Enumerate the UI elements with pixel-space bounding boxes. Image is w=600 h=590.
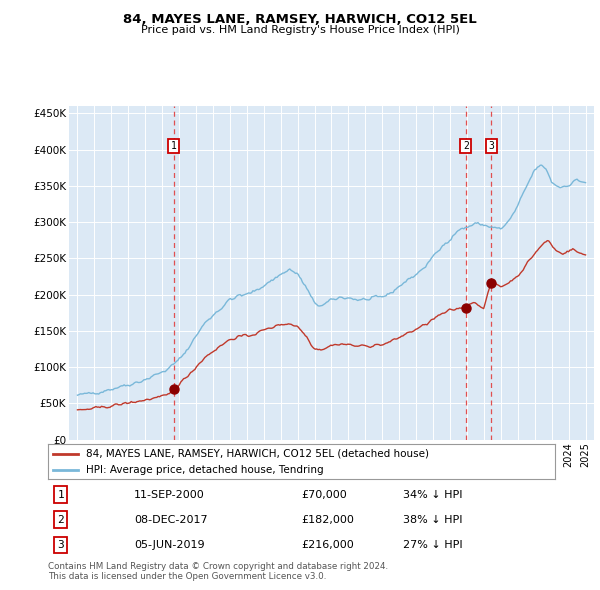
Text: 2: 2 bbox=[463, 141, 469, 151]
Text: 84, MAYES LANE, RAMSEY, HARWICH, CO12 5EL (detached house): 84, MAYES LANE, RAMSEY, HARWICH, CO12 5E… bbox=[86, 448, 429, 458]
Text: 38% ↓ HPI: 38% ↓ HPI bbox=[403, 515, 463, 525]
Text: 34% ↓ HPI: 34% ↓ HPI bbox=[403, 490, 463, 500]
Text: 05-JUN-2019: 05-JUN-2019 bbox=[134, 540, 205, 550]
Text: Price paid vs. HM Land Registry's House Price Index (HPI): Price paid vs. HM Land Registry's House … bbox=[140, 25, 460, 35]
Text: 3: 3 bbox=[488, 141, 494, 151]
Text: 1: 1 bbox=[171, 141, 177, 151]
Text: Contains HM Land Registry data © Crown copyright and database right 2024.
This d: Contains HM Land Registry data © Crown c… bbox=[48, 562, 388, 581]
Text: 2: 2 bbox=[58, 515, 64, 525]
Text: 08-DEC-2017: 08-DEC-2017 bbox=[134, 515, 208, 525]
Text: 3: 3 bbox=[58, 540, 64, 550]
Text: 1: 1 bbox=[58, 490, 64, 500]
Text: 11-SEP-2000: 11-SEP-2000 bbox=[134, 490, 205, 500]
Text: HPI: Average price, detached house, Tendring: HPI: Average price, detached house, Tend… bbox=[86, 466, 323, 475]
Text: £70,000: £70,000 bbox=[302, 490, 347, 500]
Text: £182,000: £182,000 bbox=[302, 515, 355, 525]
Text: £216,000: £216,000 bbox=[302, 540, 354, 550]
Text: 84, MAYES LANE, RAMSEY, HARWICH, CO12 5EL: 84, MAYES LANE, RAMSEY, HARWICH, CO12 5E… bbox=[123, 13, 477, 26]
Text: 27% ↓ HPI: 27% ↓ HPI bbox=[403, 540, 463, 550]
